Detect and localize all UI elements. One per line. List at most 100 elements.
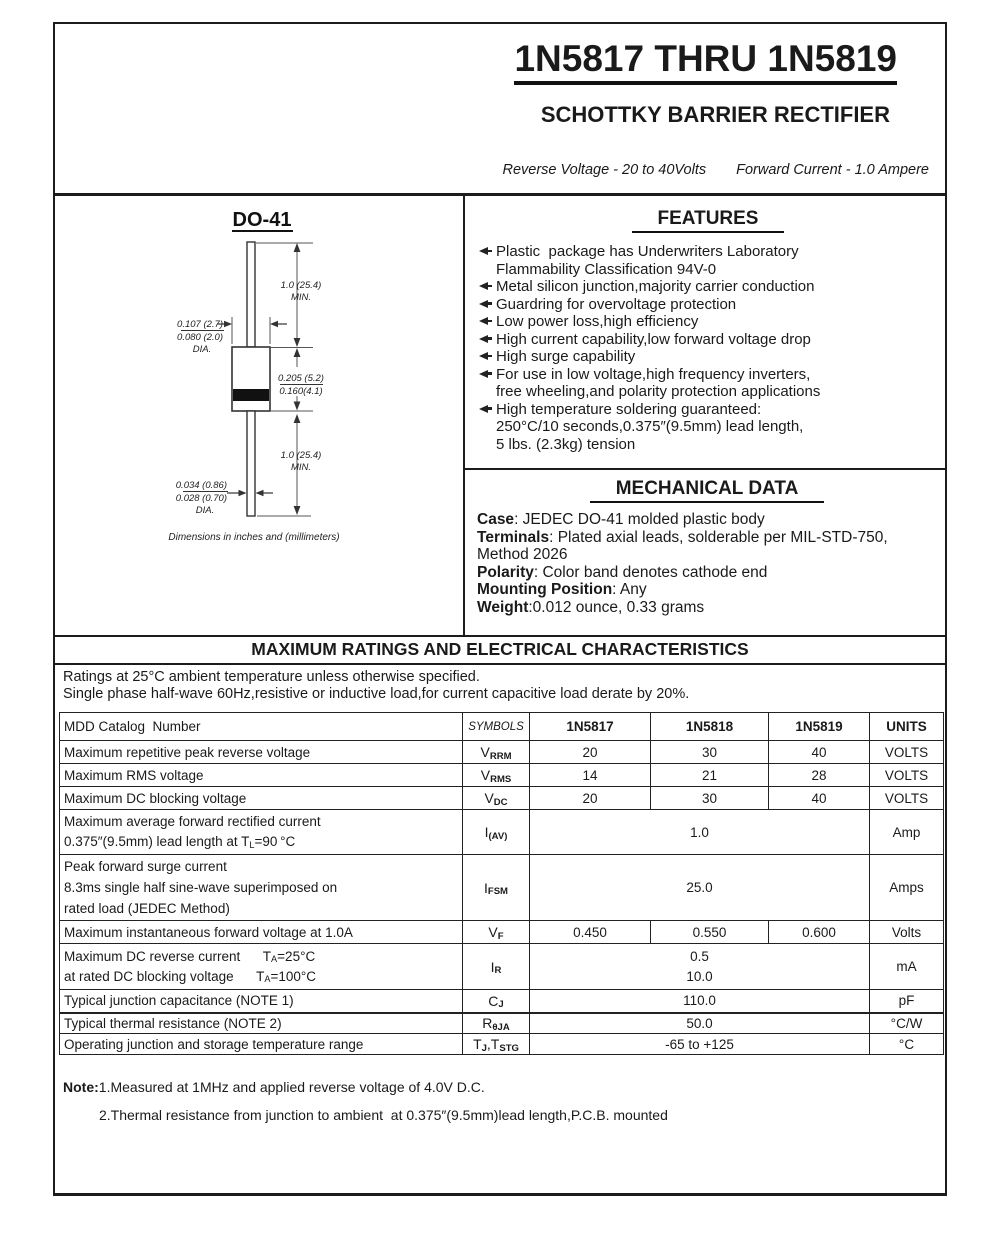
- mech-text: :0.012 ounce, 0.33 grams: [528, 598, 705, 616]
- symbol-cell: TJ,TSTG: [462, 1033, 530, 1055]
- mech-label: Terminals: [477, 528, 550, 546]
- mech-label: Polarity: [477, 563, 534, 581]
- value-cell: 0.600: [768, 920, 870, 944]
- param-line: 8.3ms single half sine-wave superimposed…: [64, 880, 338, 895]
- body-dia-min-dim: 0.080 (2.0): [177, 332, 223, 343]
- value-line: 0.5: [690, 948, 709, 964]
- symbol-cell: RθJA: [462, 1011, 530, 1034]
- units-cell: VOLTS: [869, 763, 944, 787]
- col-header-1n5818: 1N5818: [650, 712, 769, 741]
- arrow-bullet-icon: [479, 404, 496, 415]
- bottom-lead-length-dim: 1.0 (25.4): [281, 450, 322, 461]
- footnote-1: Note:1.Measured at 1MHz and applied reve…: [63, 1079, 945, 1095]
- value-cell: 20: [529, 786, 651, 810]
- col-header-param: MDD Catalog Number: [59, 712, 463, 741]
- mech-text: : Any: [612, 581, 647, 598]
- header-section: 1N5817 THRU 1N5819 SCHOTTKY BARRIER RECT…: [55, 24, 945, 196]
- feature-line: 250°C/10 seconds,0.375″(9.5mm) lead leng…: [496, 418, 804, 435]
- arrow-bullet-icon: [479, 317, 496, 327]
- value-cell: 40: [768, 786, 870, 810]
- param-cell: Maximum DC blocking voltage: [59, 786, 463, 810]
- table-row: Peak forward surge current 8.3ms single …: [59, 854, 944, 921]
- table-row: Maximum instantaneous forward voltage at…: [59, 920, 944, 944]
- value-cell: 0.550: [650, 920, 769, 944]
- part-number-title: 1N5817 THRU 1N5819: [514, 38, 897, 85]
- symbol-cell: CJ: [462, 989, 530, 1013]
- units-cell: °C: [869, 1033, 944, 1055]
- mech-label: Weight: [477, 598, 529, 616]
- param-cell: Maximum RMS voltage: [59, 763, 463, 787]
- symbol-cell: VRRM: [462, 740, 530, 764]
- arrow-bullet-icon: [479, 282, 496, 292]
- feature-item: Metal silicon junction,majority carrier …: [479, 278, 937, 296]
- value-cell: 40: [768, 740, 870, 764]
- package-drawing-panel: DO-41 1.0 (25.4) MIN.: [55, 196, 465, 635]
- body-shape: [231, 346, 271, 412]
- top-lead-length-dim: 1.0 (25.4): [281, 280, 322, 291]
- mech-text: : Color band denotes cathode end: [533, 563, 768, 581]
- col-header-1n5817: 1N5817: [529, 712, 651, 741]
- table-row: Operating junction and storage temperatu…: [59, 1033, 944, 1055]
- lead-dia-max-dim: 0.034 (0.86): [176, 480, 227, 491]
- param-line: 0.375″(9.5mm) lead length at TL=90 °C: [64, 834, 296, 850]
- feature-line: Low power loss,high efficiency: [496, 313, 699, 330]
- lead-dia-min-dim: 0.028 (0.70): [176, 493, 227, 504]
- footnote-1-text: 1.Measured at 1MHz and applied reverse v…: [98, 1079, 485, 1095]
- bottom-lead-shape: [246, 410, 256, 517]
- dimensions-caption: Dimensions in inches and (millimeters): [168, 532, 339, 543]
- lead-dia-unit-label: DIA.: [196, 505, 214, 516]
- col-header-symbols: SYMBOLS: [462, 712, 530, 741]
- param-cell: Maximum instantaneous forward voltage at…: [59, 920, 463, 944]
- symbol-cell: IR: [462, 943, 530, 990]
- mech-text: : JEDEC DO-41 molded plastic body: [514, 511, 765, 528]
- table-row: Typical junction capacitance (NOTE 1) CJ…: [59, 989, 944, 1013]
- mechanical-data-section: MECHANICAL DATA Case: JEDEC DO-41 molded…: [465, 470, 945, 616]
- package-outline-drawing: DO-41 1.0 (25.4) MIN.: [168, 209, 339, 543]
- value-cell: 30: [650, 740, 769, 764]
- top-lead-shape: [246, 241, 256, 348]
- feature-line: Metal silicon junction,majority carrier …: [496, 278, 815, 295]
- feature-line: For use in low voltage,high frequency in…: [496, 365, 811, 383]
- arrow-bullet-icon: [479, 334, 496, 345]
- units-cell: Amp: [869, 809, 944, 855]
- value-cell: 110.0: [529, 989, 870, 1013]
- reverse-voltage-spec: Reverse Voltage - 20 to 40Volts: [502, 162, 707, 178]
- features-mechanical-panel: FEATURES Plastic package has Underwriter…: [465, 196, 945, 635]
- arrow-bullet-icon: [479, 352, 496, 362]
- bottom-lead-min-label: MIN.: [291, 462, 311, 473]
- forward-current-spec: Forward Current - 1.0 Ampere: [736, 162, 929, 178]
- table-row: Maximum DC blocking voltage VDC 20 30 40…: [59, 786, 944, 810]
- table-row: Maximum repetitive peak reverse voltage …: [59, 740, 944, 764]
- units-cell: pF: [869, 989, 944, 1013]
- footnote-2: 2.Thermal resistance from junction to am…: [99, 1107, 668, 1123]
- symbol-cell: I(AV): [462, 809, 530, 855]
- mechanical-item: Weight:0.012 ounce, 0.33 grams: [477, 599, 937, 617]
- param-line: at rated DC blocking voltage TA=100°C: [64, 968, 317, 985]
- param-line: Maximum DC reverse current TA=25°C: [64, 948, 316, 965]
- feature-item: High current capability,low forward volt…: [479, 331, 937, 349]
- device-type-title: SCHOTTKY BARRIER RECTIFIER: [540, 102, 890, 127]
- param-line: Peak forward surge current: [64, 859, 227, 874]
- param-cell: Peak forward surge current 8.3ms single …: [59, 854, 463, 921]
- mechanical-item: Mounting Position: Any: [477, 581, 937, 599]
- param-cell: Operating junction and storage temperatu…: [59, 1033, 463, 1055]
- table-row: Maximum average forward rectified curren…: [59, 809, 944, 855]
- units-cell: Amps: [869, 854, 944, 921]
- mechanical-data-title: MECHANICAL DATA: [589, 478, 825, 503]
- package-name-label: DO-41: [233, 209, 292, 231]
- feature-line: Guardring for overvoltage protection: [496, 295, 737, 313]
- feature-line: High surge capability: [496, 348, 636, 365]
- feature-line: High temperature soldering guaranteed:: [496, 400, 762, 418]
- table-header-row: MDD Catalog Number SYMBOLS 1N5817 1N5818…: [59, 712, 944, 741]
- mechanical-item: Case: JEDEC DO-41 molded plastic body: [477, 511, 937, 529]
- arrow-bullet-icon: [479, 369, 496, 380]
- cathode-band: [233, 389, 269, 401]
- body-dia-max-dim: 0.107 (2.7): [177, 319, 223, 330]
- arrow-bullet-icon: [479, 299, 496, 310]
- feature-item: For use in low voltage,high frequency in…: [479, 366, 937, 401]
- ratings-section-title: MAXIMUM RATINGS AND ELECTRICAL CHARACTER…: [55, 637, 945, 665]
- page-frame: 1N5817 THRU 1N5819 SCHOTTKY BARRIER RECT…: [53, 22, 947, 1196]
- param-cell: Maximum average forward rectified curren…: [59, 809, 463, 855]
- units-cell: VOLTS: [869, 786, 944, 810]
